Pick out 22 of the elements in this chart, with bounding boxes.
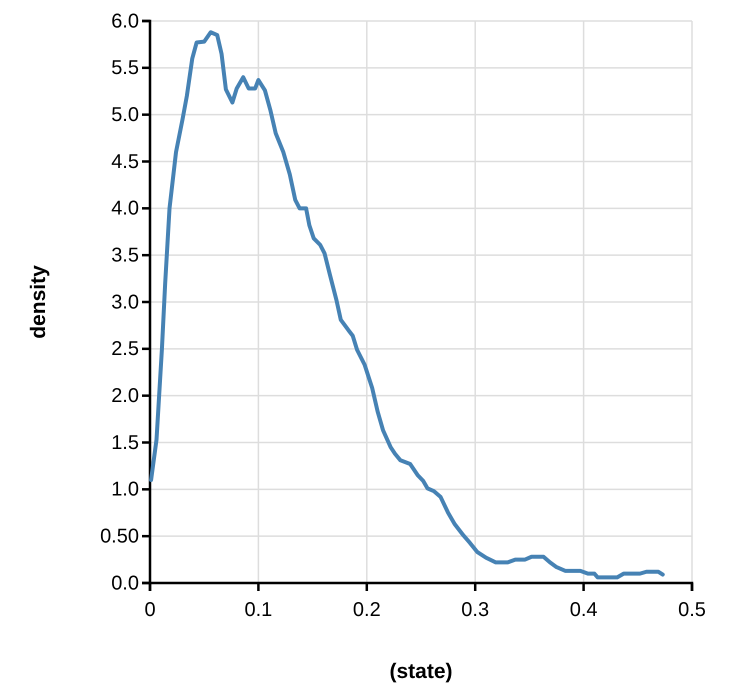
y-tick-label: 3.0 [111,291,139,314]
x-tick-label: 0 [144,599,156,621]
y-tick-label: 2.5 [111,338,139,360]
y-tick-label: 4.5 [111,150,139,173]
y-tick-label: 0.0 [111,572,139,594]
y-tick-label: 1.5 [111,432,139,454]
x-tick-label: 0.3 [461,599,490,621]
y-axis-title: density [27,264,50,339]
x-tick-label: 0.5 [678,599,706,621]
y-tick-label: 5.0 [111,104,139,126]
y-tick-label: 4.0 [111,198,139,220]
y-tick-label: 1.0 [111,478,139,501]
x-axis-title: (state) [389,660,453,683]
y-tick-label: 3.5 [111,244,139,267]
y-tick-label: 5.5 [111,57,139,80]
line-series [149,30,665,580]
x-tick-label: 0.2 [352,599,381,621]
x-tick-label: 0.4 [570,599,598,621]
y-tick-label: 2.0 [111,385,139,408]
y-tick-label: 6.0 [111,10,139,32]
x-tick-label: 0.1 [244,599,272,621]
y-tick-label: 0.50 [100,526,139,548]
